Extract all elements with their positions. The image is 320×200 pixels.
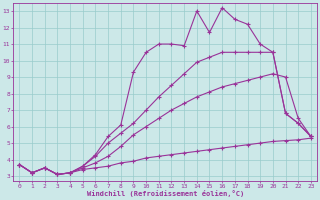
X-axis label: Windchill (Refroidissement éolien,°C): Windchill (Refroidissement éolien,°C) [86,190,244,197]
